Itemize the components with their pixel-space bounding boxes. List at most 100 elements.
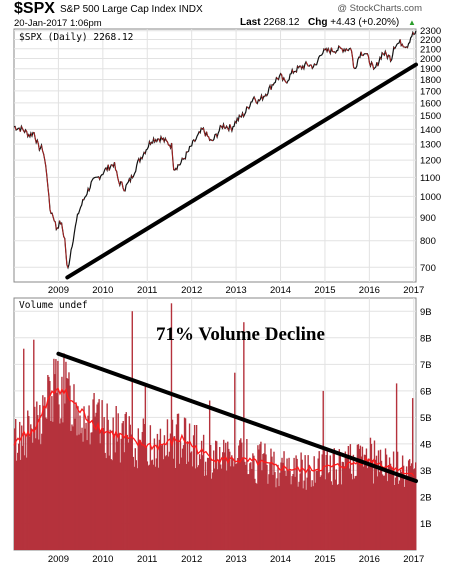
volume-bar bbox=[138, 440, 141, 550]
volume-bar bbox=[49, 381, 51, 550]
volume-bar bbox=[97, 402, 99, 550]
volume-bar bbox=[340, 484, 343, 550]
volume-bar bbox=[158, 439, 161, 550]
volume-bar bbox=[237, 458, 239, 550]
price-x-tick-label: 2015 bbox=[314, 285, 335, 296]
volume-x-tick-label: 2014 bbox=[270, 554, 291, 565]
volume-bar bbox=[147, 465, 150, 550]
volume-bar bbox=[241, 442, 243, 550]
volume-bar bbox=[52, 421, 54, 550]
volume-bar bbox=[34, 406, 36, 550]
volume-y-tick-label: 3B bbox=[420, 466, 432, 477]
volume-bar bbox=[128, 416, 130, 550]
volume-bar bbox=[230, 466, 232, 550]
volume-bar bbox=[37, 415, 39, 550]
volume-bar bbox=[244, 461, 246, 550]
volume-bar bbox=[296, 458, 298, 550]
volume-bar bbox=[331, 484, 333, 550]
price-y-tick-label: 700 bbox=[420, 263, 436, 274]
volume-bar bbox=[209, 445, 212, 550]
volume-bar bbox=[42, 395, 44, 550]
volume-bar bbox=[90, 432, 92, 550]
volume-bar bbox=[59, 423, 61, 550]
volume-bar bbox=[258, 449, 260, 550]
volume-bar bbox=[350, 473, 353, 550]
volume-bar bbox=[212, 450, 215, 550]
volume-bar bbox=[191, 466, 194, 550]
volume-bar bbox=[80, 433, 82, 550]
volume-bar bbox=[188, 423, 191, 550]
volume-bar bbox=[402, 465, 405, 550]
volume-bar bbox=[217, 469, 219, 550]
volume-x-tick-label: 2016 bbox=[359, 554, 380, 565]
volume-bar bbox=[102, 428, 104, 550]
volume-bar bbox=[343, 466, 346, 550]
volume-bar bbox=[322, 390, 324, 550]
volume-bar bbox=[190, 451, 193, 550]
volume-bar bbox=[358, 448, 361, 550]
volume-bar bbox=[222, 452, 224, 550]
volume-bar bbox=[238, 445, 240, 550]
price-y-tick-label: 1900 bbox=[420, 64, 441, 75]
volume-bar bbox=[318, 451, 320, 550]
volume-bar bbox=[109, 429, 111, 550]
volume-bar bbox=[336, 485, 338, 550]
volume-bar bbox=[377, 450, 380, 550]
volume-bar bbox=[389, 463, 392, 550]
volume-bar bbox=[17, 452, 19, 550]
volume-bar bbox=[170, 303, 173, 550]
volume-bar bbox=[72, 426, 74, 550]
price-y-tick-label: 800 bbox=[420, 236, 436, 247]
price-trendline bbox=[65, 62, 418, 280]
volume-bar bbox=[303, 480, 305, 550]
volume-bar bbox=[116, 441, 118, 550]
volume-bar bbox=[307, 455, 309, 550]
volume-bar bbox=[253, 455, 255, 550]
volume-bar bbox=[276, 478, 278, 550]
volume-bar bbox=[319, 477, 321, 550]
volume-bar bbox=[240, 438, 242, 550]
volume-bar bbox=[26, 457, 28, 550]
volume-bar bbox=[328, 472, 330, 550]
price-line bbox=[13, 30, 417, 270]
volume-bar bbox=[297, 486, 299, 550]
price-x-tick-label: 2014 bbox=[270, 285, 291, 296]
volume-bar bbox=[360, 456, 363, 550]
price-y-tick-label: 2100 bbox=[420, 44, 441, 55]
volume-bar bbox=[46, 418, 48, 550]
volume-bar bbox=[204, 461, 207, 550]
volume-bar bbox=[164, 456, 167, 550]
volume-bar bbox=[136, 468, 139, 550]
volume-bar bbox=[293, 457, 295, 550]
volume-bar bbox=[73, 384, 75, 550]
volume-bar bbox=[396, 451, 399, 550]
volume-bar bbox=[345, 458, 348, 550]
volume-bar bbox=[189, 452, 192, 550]
volume-bar bbox=[29, 436, 31, 550]
volume-bar bbox=[117, 413, 119, 550]
volume-bar bbox=[131, 311, 133, 550]
volume-bar bbox=[65, 361, 67, 550]
volume-bar bbox=[18, 443, 20, 550]
volume-bar bbox=[154, 466, 157, 550]
volume-moving-average bbox=[13, 386, 415, 477]
volume-bar bbox=[370, 443, 373, 550]
volume-bar bbox=[227, 441, 229, 550]
volume-bar bbox=[66, 378, 68, 550]
volume-bar bbox=[341, 461, 344, 550]
timestamp: 20-Jan-2017 1:06pm bbox=[14, 18, 102, 29]
volume-bar bbox=[108, 455, 110, 550]
volume-y-tick-label: 4B bbox=[420, 439, 432, 450]
volume-bar bbox=[373, 440, 376, 550]
price-change: Chg +4.43 (+0.20%) bbox=[308, 17, 399, 28]
volume-bar bbox=[220, 464, 222, 550]
volume-bar bbox=[357, 444, 360, 550]
volume-bar bbox=[101, 400, 103, 550]
volume-bar bbox=[81, 427, 83, 550]
volume-bar bbox=[330, 481, 332, 550]
volume-bar bbox=[27, 410, 29, 550]
volume-bar bbox=[299, 473, 301, 550]
price-y-tick-label: 1700 bbox=[420, 86, 441, 97]
volume-bar bbox=[99, 443, 101, 550]
volume-bar bbox=[243, 322, 245, 550]
